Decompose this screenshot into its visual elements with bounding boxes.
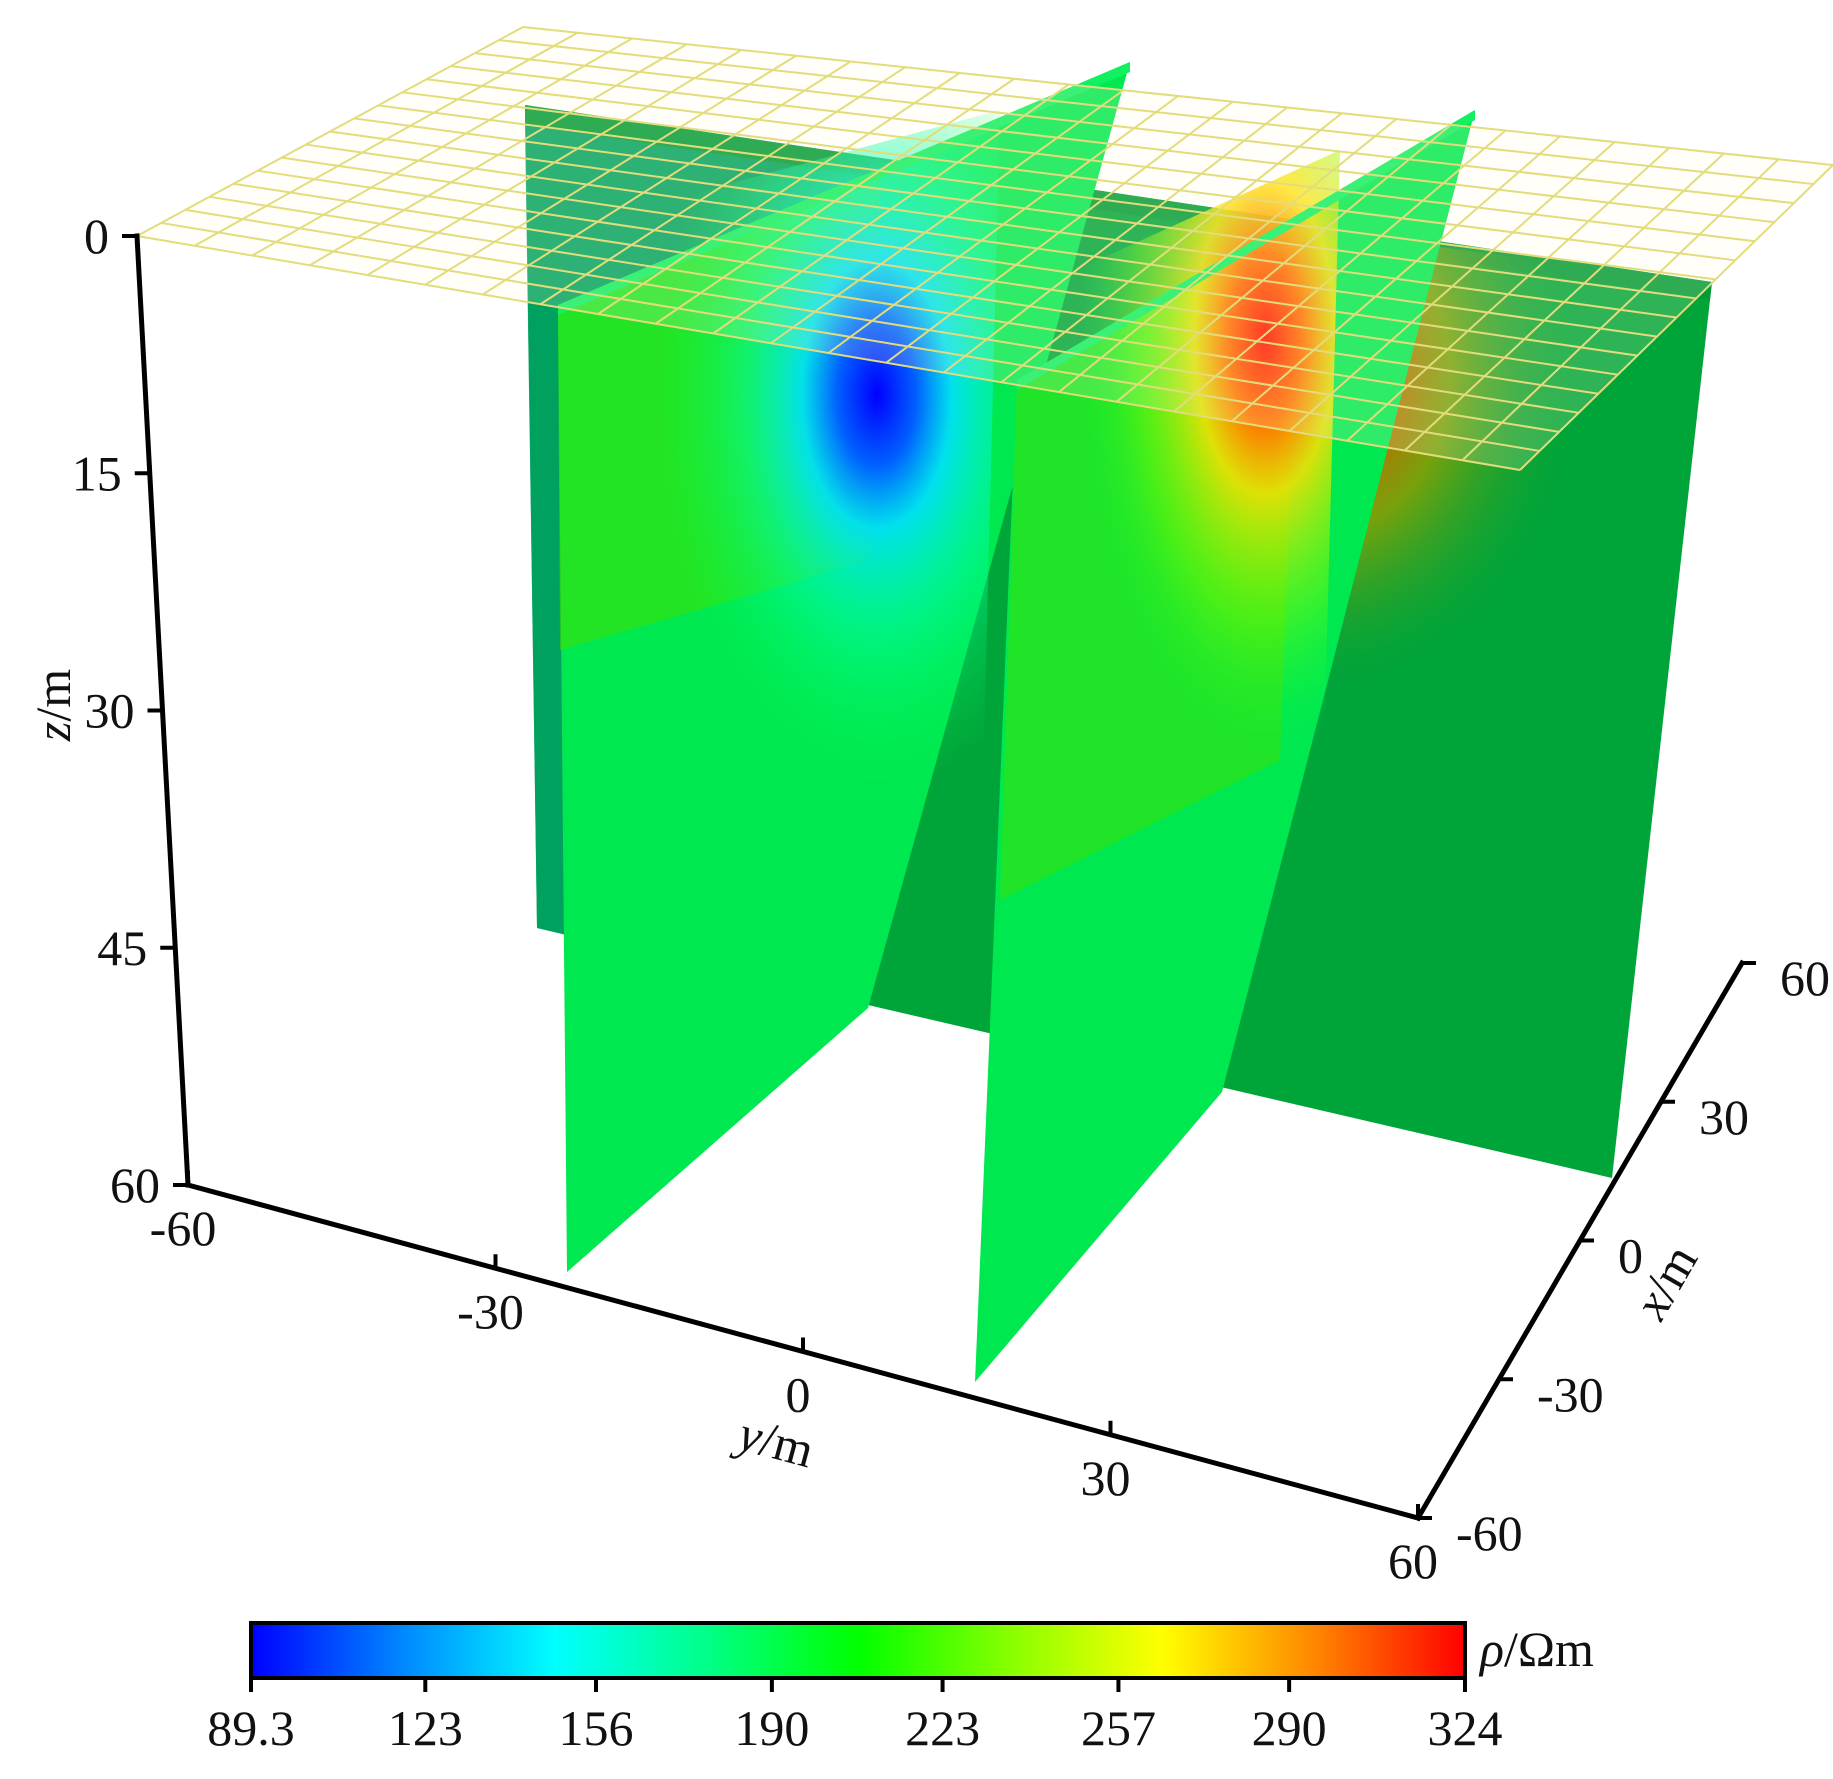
surface-grid-line	[426, 78, 1755, 243]
surface-grid-line	[257, 169, 1618, 376]
z-axis-ticks: 0 15 30 45 60	[72, 208, 188, 1213]
surface-grid-line	[450, 65, 1775, 224]
x-axis-tick-label: 0	[1618, 1228, 1643, 1284]
y-axis-ticks: -60 -30 0 30 60	[150, 1171, 1438, 1589]
colorbar-ticks: 89.3 123 156 190 223 257 290 324	[207, 1678, 1503, 1756]
y-axis-tick-label: 30	[1081, 1450, 1131, 1506]
surface-grid-line	[402, 91, 1736, 262]
z-axis-tick-label: 60	[110, 1157, 160, 1213]
colorbar-tick-label: 190	[734, 1700, 809, 1756]
surface-grid-line	[136, 235, 1521, 471]
surface-grid-line	[281, 156, 1638, 357]
y-axis-tick-label: -30	[457, 1283, 524, 1339]
z-axis-tick-label: 15	[72, 445, 122, 501]
y-axis-tick-label: 0	[786, 1367, 811, 1423]
colorbar-tick-label: 257	[1081, 1700, 1156, 1756]
y-slice-left-top-edge	[558, 62, 1130, 315]
surface-grid-line	[353, 117, 1697, 300]
surface-grid-line	[474, 52, 1794, 205]
x-axis-ticks: -60 -30 0 30 60	[1418, 950, 1830, 1561]
surface-grid-line	[233, 182, 1599, 395]
surface-grid-fill	[137, 27, 1833, 470]
z-axis-tick-label: 30	[85, 683, 135, 739]
colorbar-tick-label: 123	[388, 1700, 463, 1756]
colorbar-tick-label: 290	[1252, 1700, 1327, 1756]
x-axis-tick-label: -60	[1456, 1505, 1523, 1561]
axes: 0 15 30 45 60 -60 -30 0 30 60 -60 -30 0 30 60	[72, 208, 1830, 1589]
y-axis-tick-label: -60	[150, 1200, 217, 1256]
surface-grid-line	[160, 221, 1540, 452]
z-axis-tick-label: 0	[84, 208, 109, 264]
surface-grid-line	[329, 130, 1677, 319]
colorbar-tick-label: 223	[905, 1700, 980, 1756]
colorbar-tick-label: 324	[1428, 1700, 1503, 1756]
x-axis-tick-label: 60	[1780, 950, 1830, 1006]
y-slice-right-top-edge	[1017, 110, 1475, 390]
colorbar-tick-label: 89.3	[207, 1700, 295, 1756]
surface-grid-line	[305, 143, 1658, 338]
z-axis-tick-label: 45	[97, 920, 147, 976]
surface-grid-line	[185, 208, 1560, 433]
x-axis-tick-label: 30	[1699, 1089, 1749, 1145]
z-axis-title: z/m	[25, 669, 81, 742]
surface-grid-plane	[136, 26, 1833, 471]
x-axis-tick-label: -30	[1537, 1366, 1604, 1422]
colorbar-title: ρ/Ωm	[1478, 1621, 1594, 1677]
y-slice-right-high-anomaly	[1000, 150, 1340, 900]
y-slice-right	[975, 110, 1475, 1382]
colorbar-bar	[249, 1621, 1467, 1680]
colorbar-tick-label: 156	[559, 1700, 634, 1756]
y-axis-tick-label: 60	[1388, 1533, 1438, 1589]
surface-grid-line	[209, 195, 1579, 414]
surface-grid-line	[498, 39, 1814, 186]
surface-grid-line	[378, 104, 1716, 281]
colorbar: 89.3 123 156 190 223 257 290 324 ρ/Ωm	[207, 1621, 1594, 1756]
surface-grid-line	[522, 26, 1833, 166]
